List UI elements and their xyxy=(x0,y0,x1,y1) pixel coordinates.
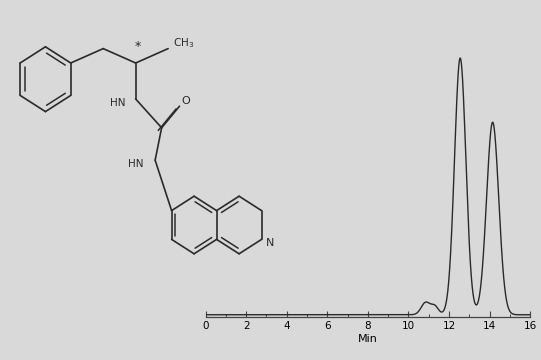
Text: HN: HN xyxy=(110,98,126,108)
Text: CH$_3$: CH$_3$ xyxy=(173,36,194,50)
Text: O: O xyxy=(182,96,190,106)
Text: *: * xyxy=(134,40,141,53)
Text: HN: HN xyxy=(128,159,143,169)
Text: N: N xyxy=(266,238,274,248)
X-axis label: Min: Min xyxy=(358,334,378,344)
